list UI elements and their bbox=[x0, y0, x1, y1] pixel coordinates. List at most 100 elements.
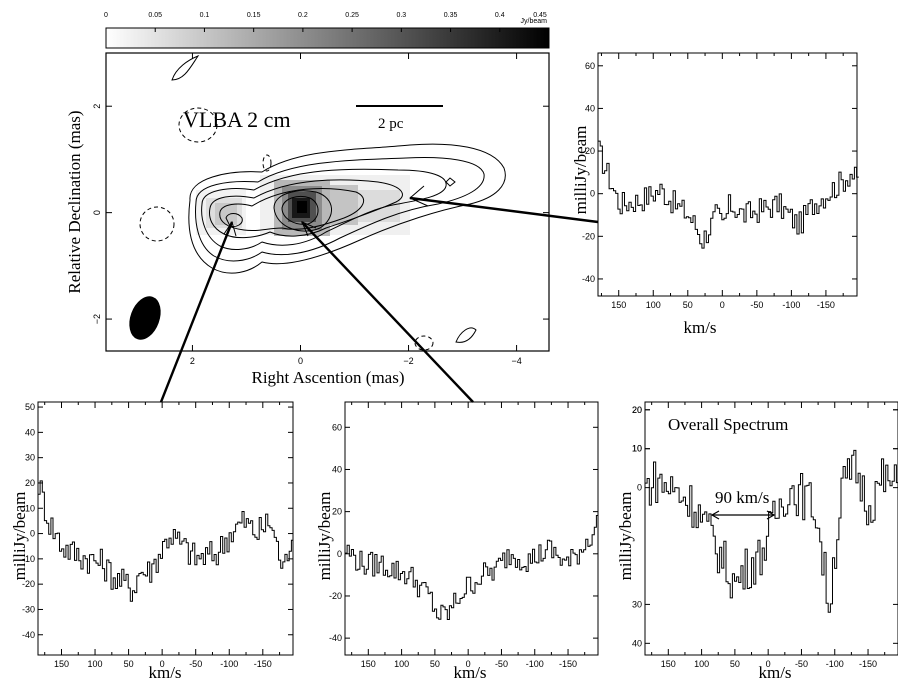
spectrum-x-tick-label: 0 bbox=[466, 659, 471, 669]
spectrum-y-tick-label: 20 bbox=[632, 405, 642, 415]
spectrum-y-tick-label: 10 bbox=[632, 444, 642, 454]
map-xlabel: Right Ascention (mas) bbox=[252, 368, 405, 387]
spectrum-plot: 150 100 50 0 -50 -100 -150 60 40 20 0 -20 -40 bbox=[329, 401, 599, 669]
beam-ellipse bbox=[129, 296, 161, 340]
spectrum-y-tick-label: 20 bbox=[332, 507, 342, 517]
colorbar-tick-label: 0.45 bbox=[533, 12, 547, 19]
spectrum-trace bbox=[645, 449, 898, 613]
spectrum-y-tick-label: 20 bbox=[585, 146, 595, 156]
map-y-tick-label: 2 bbox=[92, 104, 102, 109]
spectrum-x-tick-label: 50 bbox=[124, 659, 134, 669]
spectrum-x-tick-label: 100 bbox=[88, 659, 103, 669]
spectrum-y-tick-label: -20 bbox=[582, 231, 595, 241]
spectrum-y-tick-label: -40 bbox=[22, 630, 35, 640]
spectrum-xlabel: km/s bbox=[453, 663, 486, 682]
spectrum-y-tick-label: 40 bbox=[632, 638, 642, 648]
spectrum-x-tick-label: -150 bbox=[254, 659, 272, 669]
spectrum-trace bbox=[598, 140, 859, 249]
colorbar-tick-label: 0.15 bbox=[247, 12, 261, 19]
pointer-arrowheads bbox=[223, 185, 429, 237]
colorbar-tick-label: 0.2 bbox=[298, 12, 308, 19]
scale-bar-label: 2 pc bbox=[378, 116, 404, 132]
colorbar-tick-label: 0.05 bbox=[148, 12, 162, 19]
colorbar-tick-label: 0.25 bbox=[345, 12, 359, 19]
spectrum-annotation: 90 km/s bbox=[715, 488, 769, 507]
spectrum-ylabel: milliJy/beam bbox=[571, 126, 590, 215]
spectrum-y-tick-label: 0 bbox=[30, 529, 35, 539]
spectrum-frame bbox=[344, 401, 599, 656]
spectrum-y-tick-label: 30 bbox=[25, 453, 35, 463]
spectrum-x-tick-label: 150 bbox=[661, 659, 676, 669]
spectrum-y-tick-label: -20 bbox=[22, 579, 35, 589]
map-axis-ticks: 2 0 −2 −4 2 0 −2 bbox=[92, 53, 549, 366]
spectrum-top-right: 150 100 50 0 -50 -100 -150 60 40 20 0 -20 -40 km/s m… bbox=[571, 52, 859, 337]
spectrum-x-tick-label: 50 bbox=[430, 659, 440, 669]
spectrum-xlabel: km/s bbox=[683, 318, 716, 337]
spectrum-ylabel: milliJy/beam bbox=[616, 492, 635, 581]
spectrum-x-tick-label: 50 bbox=[730, 659, 740, 669]
spectrum-xlabel: km/s bbox=[148, 663, 181, 682]
map-ylabel: Relative Declination (mas) bbox=[65, 110, 84, 293]
map-negative-contours bbox=[139, 107, 434, 351]
spectrum-y-tick-label: 10 bbox=[632, 444, 642, 454]
spectrum-ylabel: milliJy/beam bbox=[315, 492, 334, 581]
spectrum-x-tick-label: -100 bbox=[526, 659, 544, 669]
map-x-tick-label: −2 bbox=[403, 356, 413, 366]
spectrum-y-tick-label: 40 bbox=[332, 464, 342, 474]
spectrum-frame bbox=[644, 401, 898, 656]
spectrum-x-tick-label: 100 bbox=[694, 659, 709, 669]
annotation-arrowhead-left bbox=[710, 510, 720, 520]
annotation-arrowhead-right bbox=[766, 510, 776, 520]
spectrum-plot: 150 100 50 0 -50 -100 -15050403020100-10-20-30… bbox=[22, 401, 294, 669]
spectrum-bottom-middle: 150 100 50 0 -50 -100 -150 60 40 20 0 -20 -40 km/s m… bbox=[315, 401, 599, 682]
spectrum-x-tick-label: -50 bbox=[795, 659, 808, 669]
spectrum-y-tick-label: 10 bbox=[25, 503, 35, 513]
vlba-map: 2 0 −2 −4 2 0 −2 2 pc VLBA 2 cm Right Ascentio… bbox=[65, 52, 550, 387]
spectrum-y-tick-label: -30 bbox=[22, 604, 35, 614]
spectrum-y-tick-label: 50 bbox=[25, 402, 35, 412]
spectrum-x-tick-label: 150 bbox=[611, 300, 626, 310]
spectrum-y-tick-label: 40 bbox=[25, 427, 35, 437]
colorbar-tick-label: 0.3 bbox=[396, 12, 406, 19]
spectrum-plot: 150 100 50 0 -50 -100 -150 60 40 20 0 -20 -40 bbox=[582, 52, 859, 310]
map-x-tick-label: 0 bbox=[298, 356, 303, 366]
map-x-tick-label: 2 bbox=[190, 356, 195, 366]
spectrum-x-tick-label: 50 bbox=[683, 300, 693, 310]
pointer-line-to-top-right bbox=[409, 196, 599, 224]
map-border bbox=[105, 52, 550, 352]
spectrum-frame bbox=[597, 52, 858, 297]
pointer-lines bbox=[159, 196, 599, 403]
spectrum-ylabel: milliJy/beam bbox=[10, 492, 29, 581]
colorbar-unit: Jy/beam bbox=[521, 18, 548, 25]
spectrum-y-tick-label: -10 bbox=[22, 554, 35, 564]
spectrum-x-tick-label: -150 bbox=[817, 300, 835, 310]
pointer-line-to-bottom-middle bbox=[301, 221, 474, 403]
spectrum-y-tick-label: 0 bbox=[590, 189, 595, 199]
spectrum-y-tick-label: -20 bbox=[329, 591, 342, 601]
spectrum-y-tick-label: 40 bbox=[585, 103, 595, 113]
spectrum-bottom-left: 150 100 50 0 -50 -100 -15050403020100-10-20-30… bbox=[10, 401, 294, 682]
colorbar-gradient bbox=[105, 27, 550, 49]
spectrum-x-tick-label: -50 bbox=[750, 300, 763, 310]
spectrum-x-tick-label: 0 bbox=[766, 659, 771, 669]
spectrum-y-tick-label: 20 bbox=[632, 405, 642, 415]
spectrum-x-tick-label: 150 bbox=[54, 659, 69, 669]
spectrum-x-tick-label: 0 bbox=[720, 300, 725, 310]
spectrum-x-tick-label: -50 bbox=[189, 659, 202, 669]
map-x-tick-label: −4 bbox=[511, 356, 521, 366]
spectrum-y-tick-label: -40 bbox=[582, 274, 595, 284]
spectrum-y-tick-label: 30 bbox=[632, 599, 642, 609]
spectrum-xlabel: km/s bbox=[758, 663, 791, 682]
spectrum-title: Overall Spectrum bbox=[668, 415, 788, 434]
colorbar-tick-label: 0 bbox=[104, 12, 108, 19]
colorbar-ticks: 0 0.05 0.1 0.15 0.2 0.25 0.3 0.35 0.4 0.45 bbox=[104, 12, 550, 32]
spectrum-x-tick-label: -50 bbox=[495, 659, 508, 669]
colorbar: 0 0.05 0.1 0.15 0.2 0.25 0.3 0.35 0.4 0.45 Jy/bea… bbox=[104, 12, 550, 49]
spectrum-y-tick-label: 0 bbox=[637, 483, 642, 493]
colorbar-tick-label: 0.35 bbox=[444, 12, 458, 19]
pointer-line-to-bottom-left bbox=[159, 221, 234, 403]
spectrum-y-tick-label: -40 bbox=[329, 633, 342, 643]
